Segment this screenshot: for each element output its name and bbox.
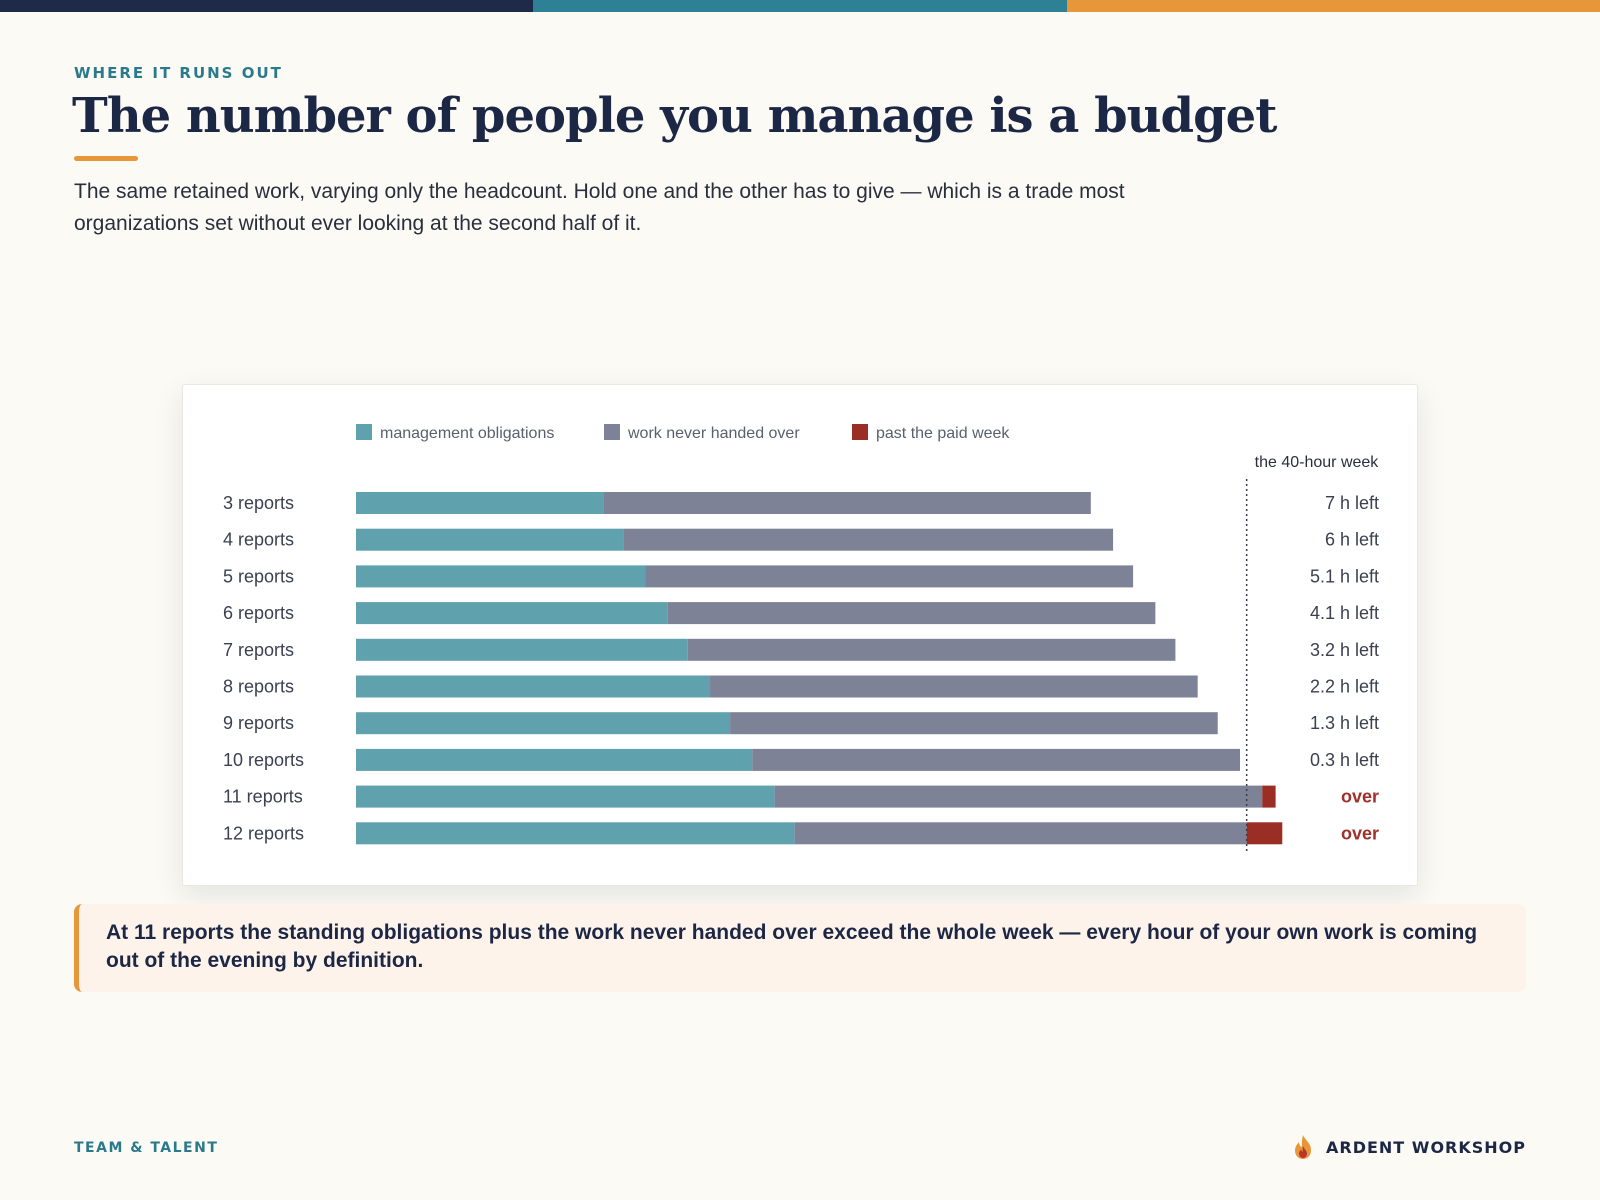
flame-icon	[1295, 1135, 1311, 1159]
legend-swatch-1	[356, 424, 372, 440]
chart-card: management obligations work never handed …	[182, 384, 1418, 886]
category-label: 9 reports	[223, 713, 294, 733]
row-value-label: 4.1 h left	[1310, 603, 1379, 623]
bar-segment-1	[356, 638, 688, 661]
row-value-label: 7 h left	[1325, 493, 1379, 513]
bar-segment-2	[687, 638, 1176, 661]
bar-segment-1	[356, 712, 731, 735]
row-value-label: over	[1341, 787, 1379, 807]
bar-segment-3	[1262, 785, 1276, 808]
legend-label-1: management obligations	[380, 425, 554, 442]
category-label: 4 reports	[223, 530, 294, 550]
category-label: 7 reports	[223, 640, 294, 660]
stacked-bar-chart: management obligations work never handed …	[223, 424, 1380, 853]
reference-line-label: the 40-hour week	[1255, 454, 1380, 471]
row-value-label: 6 h left	[1325, 530, 1379, 550]
bar-segment-2	[603, 492, 1091, 514]
bar-segment-1	[356, 492, 604, 514]
section-eyebrow: WHERE IT RUNS OUT	[74, 64, 283, 82]
bar-segment-2	[730, 712, 1218, 735]
legend-swatch-2	[604, 424, 620, 440]
accent-segment-navy	[0, 0, 534, 12]
brand-name: ARDENT WORKSHOP	[1326, 1137, 1526, 1157]
category-label: 11 reports	[223, 787, 303, 807]
category-label: 10 reports	[223, 750, 304, 770]
row-value-label: 0.3 h left	[1310, 750, 1379, 770]
row-value-label: 3.2 h left	[1310, 640, 1379, 660]
category-label: 5 reports	[223, 566, 294, 586]
bar-segment-2	[645, 565, 1134, 588]
bar-segment-2	[667, 602, 1156, 625]
bar-segment-2	[752, 748, 1240, 771]
category-label: 8 reports	[223, 677, 294, 697]
bar-segment-1	[356, 602, 668, 625]
top-accent-bar	[0, 0, 1600, 12]
legend-label-2: work never handed over	[627, 425, 800, 442]
category-label: 3 reports	[223, 493, 294, 513]
bar-segment-1	[356, 675, 711, 698]
row-value-label: 2.2 h left	[1310, 677, 1379, 697]
bar-segment-1	[356, 822, 795, 845]
bar-segment-2	[710, 675, 1198, 698]
bar-segment-1	[356, 565, 646, 588]
bar-segment-1	[356, 785, 775, 808]
bar-segment-3	[1246, 822, 1283, 845]
legend-label-3: past the paid week	[876, 425, 1010, 442]
category-label: 12 reports	[223, 823, 304, 843]
bar-segment-1	[356, 748, 753, 771]
bar-segment-2	[774, 785, 1263, 808]
accent-segment-orange	[1066, 0, 1600, 12]
bar-segment-2	[623, 528, 1114, 551]
footer-section-label: TEAM & TALENT	[74, 1140, 219, 1156]
page-title: The number of people you manage is a bud…	[72, 88, 1277, 144]
category-label: 6 reports	[223, 603, 294, 623]
callout-text: At 11 reports the standing obligations p…	[106, 921, 1478, 972]
bar-segment-1	[356, 528, 624, 551]
row-value-label: over	[1341, 823, 1379, 843]
bar-segment-2	[794, 822, 1247, 845]
insight-callout: At 11 reports the standing obligations p…	[74, 904, 1526, 992]
accent-segment-teal	[533, 0, 1067, 12]
footer-brand: ARDENT WORKSHOP	[1292, 1134, 1526, 1160]
row-value-label: 5.1 h left	[1310, 566, 1379, 586]
page-subtitle: The same retained work, varying only the…	[74, 180, 1125, 235]
title-underline	[74, 156, 138, 161]
legend-swatch-3	[852, 424, 868, 440]
row-value-label: 1.3 h left	[1310, 713, 1379, 733]
